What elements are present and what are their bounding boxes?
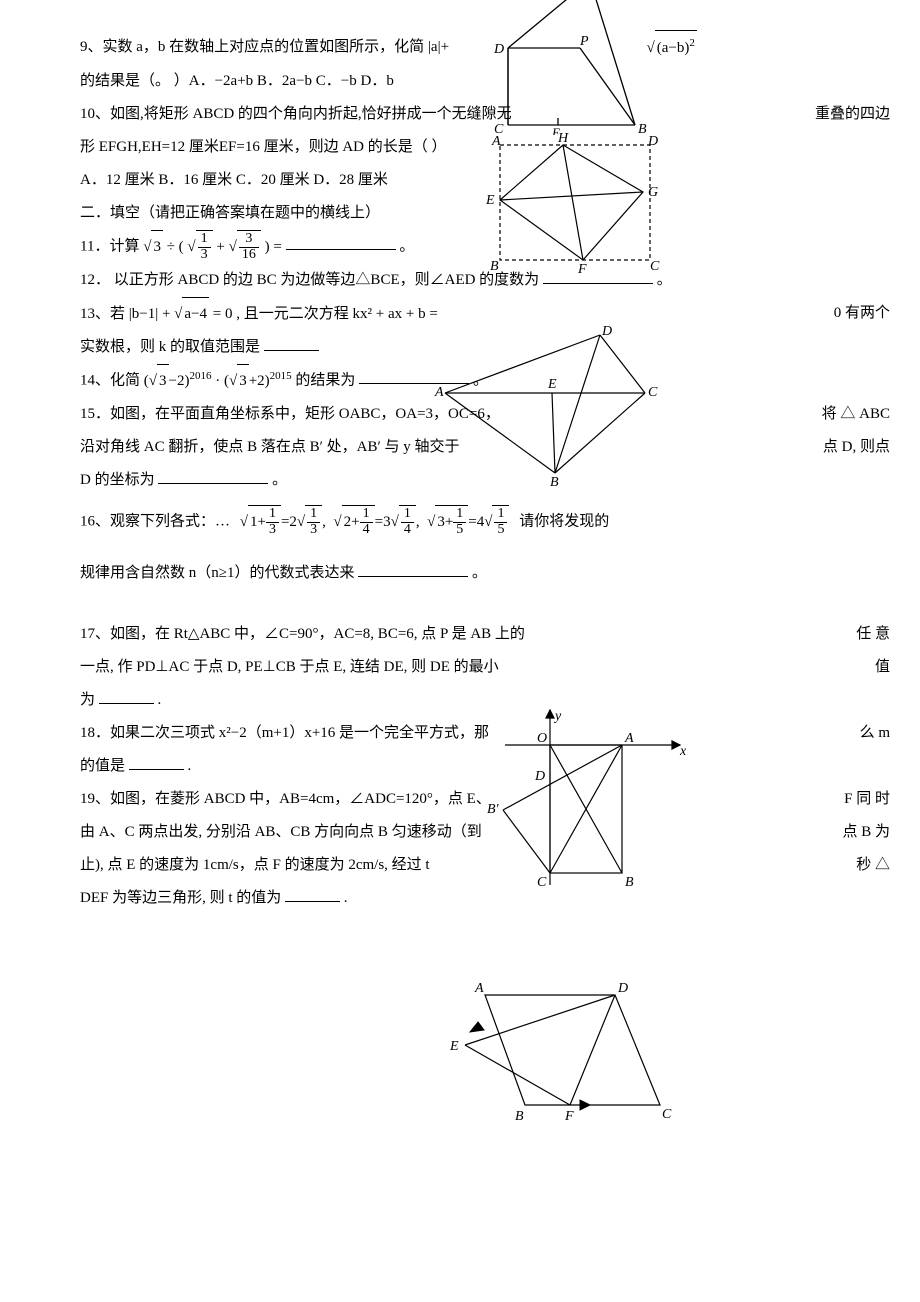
q13-l1-left: 13、若 |b−1| + √a−4 = 0 , 且一元二次方程 kx² + ax… xyxy=(80,297,438,331)
q13-l1-right: 0 有两个 xyxy=(834,297,890,331)
q13-l2: 实数根，则 k 的取值范围是 xyxy=(80,331,890,364)
q10-options: A．12 厘米 B．16 厘米 C．20 厘米 D．28 厘米 xyxy=(80,164,890,197)
svg-text:F: F xyxy=(564,1109,574,1124)
q11-blank xyxy=(286,234,396,250)
q9-stem-b: 的结果是（。 ）A．−2a+b B．2a−b C．−b D．b xyxy=(80,73,394,89)
svg-text:E: E xyxy=(449,1039,459,1054)
q11-suffix: 。 xyxy=(399,238,414,254)
q12-suffix: 。 xyxy=(657,272,672,288)
q13-l2-a: 实数根，则 k 的取值范围是 xyxy=(80,339,260,355)
q17-l3: 为 . xyxy=(80,684,890,717)
q9-line2: 的结果是（。 ）A．−2a+b B．2a−b C．−b D．b xyxy=(80,65,890,98)
q17-l1-left: 17、如图，在 Rt△ABC 中，∠C=90°，AC=8, BC=6, 点 P … xyxy=(80,618,525,651)
q18-l1-right: 么 m xyxy=(860,717,890,750)
q14-blank xyxy=(359,368,469,384)
q16-suffix: 。 xyxy=(472,565,487,581)
q15-l2-left: 沿对角线 AC 翻折，使点 B 落在点 B′ 处，AB′ 与 y 轴交于 xyxy=(80,431,460,464)
q10-line2: 形 EFGH,EH=12 厘米EF=16 厘米，则边 AD 的长是（ ） xyxy=(80,131,890,164)
svg-text:C: C xyxy=(662,1107,672,1122)
q10-opts: A．12 厘米 B．16 厘米 C．20 厘米 D．28 厘米 xyxy=(80,172,388,188)
q15-l2-right: 点 D, 则点 xyxy=(823,431,890,464)
q16-tail: 请你将发现的 xyxy=(519,513,609,529)
q17-l2: 一点, 作 PD⊥AC 于点 D, PE⊥CB 于点 E, 连结 DE, 则 D… xyxy=(80,651,890,684)
q18-l1: 18．如果二次三项式 x²−2（m+1）x+16 是一个完全平方式，那 么 m xyxy=(80,717,890,750)
q19-l3: 止), 点 E 的速度为 1cm/s，点 F 的速度为 2cm/s, 经过 t … xyxy=(80,849,890,882)
q17-l2-left: 一点, 作 PD⊥AC 于点 D, PE⊥CB 于点 E, 连结 DE, 则 D… xyxy=(80,651,499,684)
q15-l1: 15．如图，在平面直角坐标系中，矩形 OABC，OA=3，OC=6， 将 △ A… xyxy=(80,398,890,431)
q16-l2: 规律用含自然数 n（n≥1）的代数式表达来 。 xyxy=(80,557,890,590)
q17-l2-right: 值 xyxy=(875,651,890,684)
q10-l1-right: 重叠的四边 xyxy=(815,98,890,131)
q19-l4-suffix: . xyxy=(344,890,348,906)
q16-l1: 16、观察下列各式：… √1+13=2√13, √2+14=3√14, √3+1… xyxy=(80,505,890,539)
q19-l2-right: 点 B 为 xyxy=(842,816,890,849)
q16-l2-a: 规律用含自然数 n（n≥1）的代数式表达来 xyxy=(80,565,354,581)
q9-stem-a: 9、实数 a，b 在数轴上对应点的位置如图所示，化简 |a|+ xyxy=(80,39,449,55)
q15-l3: D 的坐标为 。 xyxy=(80,464,890,497)
figure-q19-rhombus: A D E B F C xyxy=(430,970,685,1143)
svg-text:D: D xyxy=(617,981,628,996)
q19-l1: 19、如图，在菱形 ABCD 中，AB=4cm，∠ADC=120°，点 E、 F… xyxy=(80,783,890,816)
q15-l3-a: D 的坐标为 xyxy=(80,472,155,488)
q15-l3-suffix: 。 xyxy=(272,472,287,488)
q18-l1-left: 18．如果二次三项式 x²−2（m+1）x+16 是一个完全平方式，那 xyxy=(80,717,489,750)
q15-l1-left: 15．如图，在平面直角坐标系中，矩形 OABC，OA=3，OC=6， xyxy=(80,398,500,431)
q10-line1: 10、如图,将矩形 ABCD 的四个角向内折起,恰好拼成一个无缝隙无 重叠的四边 xyxy=(80,98,890,131)
q19-blank xyxy=(285,886,340,902)
q16-seq: √1+13=2√13, √2+14=3√14, √3+15=4√15 xyxy=(240,514,513,530)
q13-blank xyxy=(264,335,319,351)
q9-line1: 9、实数 a，b 在数轴上对应点的位置如图所示，化简 |a|+ √(a−b)2 xyxy=(80,30,890,65)
q18-blank xyxy=(129,754,184,770)
q17-l3-suffix: . xyxy=(158,692,162,708)
q19-l3-left: 止), 点 E 的速度为 1cm/s，点 F 的速度为 2cm/s, 经过 t xyxy=(80,849,430,882)
q14-expr: (√3−2)2016 · (√3+2)2015 xyxy=(144,373,292,389)
q14-prefix: 14、化简 xyxy=(80,372,144,388)
q15-blank xyxy=(158,468,268,484)
q15-l1-right: 将 △ ABC xyxy=(822,398,890,431)
q14-mid: 的结果为 xyxy=(295,372,355,388)
q10-l2: 形 EFGH,EH=12 厘米EF=16 厘米，则边 AD 的长是（ ） xyxy=(80,139,447,155)
q19-l4: DEF 为等边三角形, 则 t 的值为 . xyxy=(80,882,890,915)
q12-text: 12． 以正方形 ABCD 的边 BC 为边做等边△BCE，则∠AED 的度数为 xyxy=(80,272,543,288)
q10-l1-left: 10、如图,将矩形 ABCD 的四个角向内折起,恰好拼成一个无缝隙无 xyxy=(80,98,512,131)
svg-text:A: A xyxy=(474,981,484,996)
q13-l1: 13、若 |b−1| + √a−4 = 0 , 且一元二次方程 kx² + ax… xyxy=(80,297,890,331)
q11: 11．计算 √3 ÷ ( √13 + √316 ) = 。 xyxy=(80,230,890,264)
q17-blank xyxy=(99,688,154,704)
q14-suffix: 。 xyxy=(473,372,488,388)
q19-l3-right: 秒 △ xyxy=(856,849,890,882)
q17-l1: 17、如图，在 Rt△ABC 中，∠C=90°，AC=8, BC=6, 点 P … xyxy=(80,618,890,651)
q19-l1-right: F 同 时 xyxy=(844,783,890,816)
q19-l2: 由 A、C 两点出发, 分别沿 AB、CB 方向向点 B 匀速移动（到 点 B … xyxy=(80,816,890,849)
q11-prefix: 11．计算 xyxy=(80,238,139,254)
q19-l4-a: DEF 为等边三角形, 则 t 的值为 xyxy=(80,890,281,906)
q11-expr: √3 ÷ ( √13 + √316 ) = xyxy=(143,239,285,255)
q18-l2: 的值是 . xyxy=(80,750,890,783)
q18-l2-suffix: . xyxy=(188,758,192,774)
section2-heading: 二．填空（请把正确答案填在题中的横线上） xyxy=(80,197,890,230)
q14: 14、化简 (√3−2)2016 · (√3+2)2015 的结果为 。 xyxy=(80,364,890,398)
q18-l2-a: 的值是 xyxy=(80,758,125,774)
q16-blank xyxy=(358,561,468,577)
q9-math: √(a−b)2 xyxy=(647,40,697,56)
q19-l2-left: 由 A、C 两点出发, 分别沿 AB、CB 方向向点 B 匀速移动（到 xyxy=(80,816,482,849)
q17-l3-a: 为 xyxy=(80,692,95,708)
q15-l2: 沿对角线 AC 翻折，使点 B 落在点 B′ 处，AB′ 与 y 轴交于 点 D… xyxy=(80,431,890,464)
q19-l1-left: 19、如图，在菱形 ABCD 中，AB=4cm，∠ADC=120°，点 E、 xyxy=(80,783,491,816)
svg-text:B: B xyxy=(515,1109,524,1124)
q16-prefix: 16、观察下列各式：… xyxy=(80,513,230,529)
q12: 12． 以正方形 ABCD 的边 BC 为边做等边△BCE，则∠AED 的度数为… xyxy=(80,264,890,297)
q17-l1-right: 任 意 xyxy=(856,618,890,651)
q12-blank xyxy=(543,268,653,284)
